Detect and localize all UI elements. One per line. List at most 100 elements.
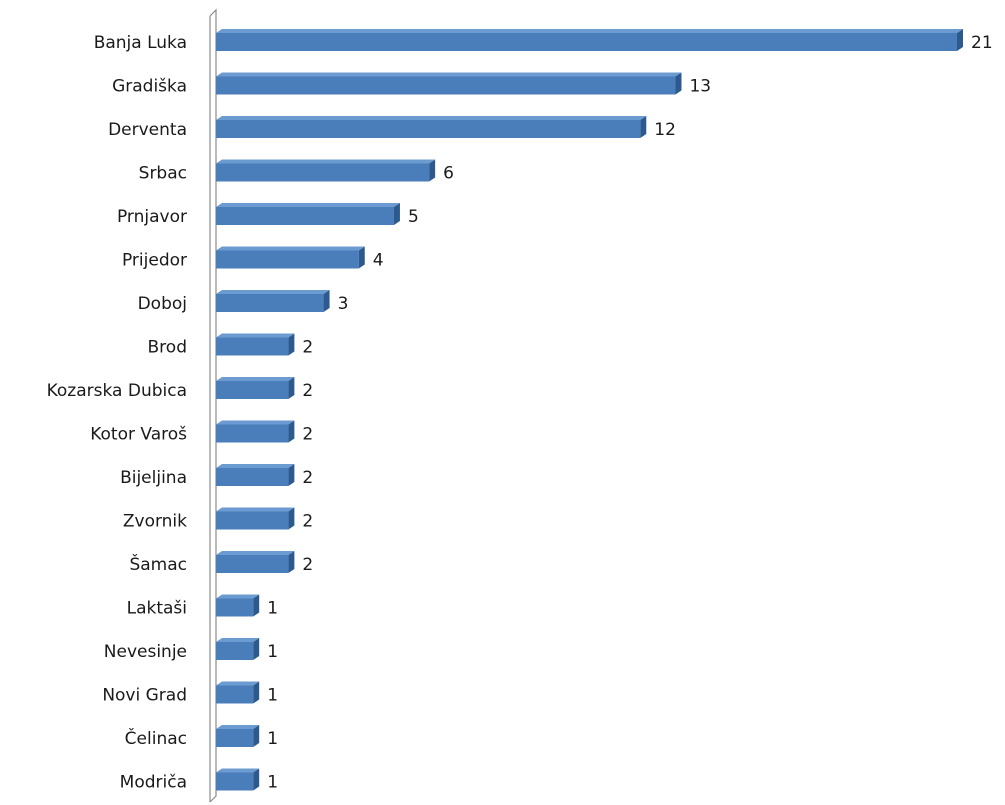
bar-side-face [957,29,963,51]
bars [216,29,963,791]
bar-front-face [216,424,289,443]
value-label: 2 [302,555,313,575]
bar-top-face [216,638,260,642]
category-label: Kozarska Dubica [47,381,187,401]
bar-top-face [216,333,295,338]
bar-front-face [216,729,254,747]
bar-side-face [288,551,295,573]
bar-side-face [675,72,682,95]
category-label: Prnjavor [117,207,187,227]
bar-side-face [288,464,295,486]
bar-front-face [216,207,394,225]
bar-front-face [216,685,254,704]
bar-front-face [216,33,957,51]
bar-side-face [253,768,260,791]
bar-front-face [216,511,289,530]
bar-top-face [216,420,295,425]
category-label: Banja Luka [94,33,187,53]
bar-side-face [358,246,365,269]
bar-front-face [216,642,254,660]
bar-9 [216,377,295,399]
bar-front-face [216,468,289,486]
value-label: 2 [302,381,313,401]
bar-front-face [216,76,676,95]
value-label: 6 [443,164,454,184]
bar-front-face [216,250,359,269]
bar-side-face [288,420,295,443]
bar-10 [216,420,295,443]
value-label: 2 [302,468,313,488]
value-label: 1 [267,729,278,749]
bar-top-face [216,159,436,164]
value-label: 21 [971,33,993,53]
bar-front-face [216,163,430,182]
value-label: 4 [373,251,384,271]
bar-side-face [429,159,436,182]
bar-17 [216,725,260,747]
bar-4 [216,159,436,182]
bar-3 [216,116,647,138]
value-label: 13 [689,77,711,97]
bar-top-face [216,290,330,294]
value-label: 1 [267,773,278,793]
value-label: 2 [302,512,313,532]
bar-6 [216,246,365,269]
value-label: 2 [302,425,313,445]
category-label: Novi Grad [102,686,187,706]
category-label: Gradiška [112,77,187,97]
category-label: Derventa [108,120,187,140]
bar-front-face [216,555,289,573]
bar-5 [216,203,400,225]
bar-2 [216,72,682,95]
bar-front-face [216,598,254,617]
bar-top-face [216,246,365,251]
value-label: 5 [408,207,419,227]
bar-top-face [216,72,682,77]
bar-front-face [216,772,254,791]
category-axis-line [209,8,217,803]
bar-side-face [323,290,330,312]
bar-top-face [216,507,295,512]
bar-front-face [216,381,289,399]
bar-13 [216,551,295,573]
bar-side-face [288,333,295,356]
bar-top-face [216,594,260,599]
bar-16 [216,681,260,704]
value-label: 12 [654,120,676,140]
category-label: Doboj [138,294,187,314]
bar-14 [216,594,260,617]
category-label: Zvornik [123,512,187,532]
category-label: Laktaši [127,599,187,619]
bar-12 [216,507,295,530]
bar-top-face [216,116,647,120]
value-label: 1 [267,686,278,706]
bar-top-face [216,725,260,729]
category-label: Šamac [129,553,187,575]
category-label: Srbac [139,164,187,184]
bar-top-face [216,464,295,468]
value-label: 2 [302,338,313,358]
category-label: Brod [148,338,187,358]
category-label: Prijedor [122,251,187,271]
bar-top-face [216,377,295,381]
category-label: Kotor Varoš [90,425,187,445]
category-label: Bijeljina [120,468,187,488]
bar-11 [216,464,295,486]
bar-side-face [253,594,260,617]
bar-8 [216,333,295,356]
bar-side-face [640,116,647,138]
bar-7 [216,290,330,312]
bar-top-face [216,551,295,555]
bar-18 [216,768,260,791]
bar-front-face [216,120,641,138]
bar-top-face [216,29,963,33]
bar-top-face [216,681,260,686]
value-label: 1 [267,642,278,662]
axis [209,8,217,803]
value-label: 3 [338,294,349,314]
bar-front-face [216,294,324,312]
bar-side-face [253,638,260,660]
bar-front-face [216,337,289,356]
